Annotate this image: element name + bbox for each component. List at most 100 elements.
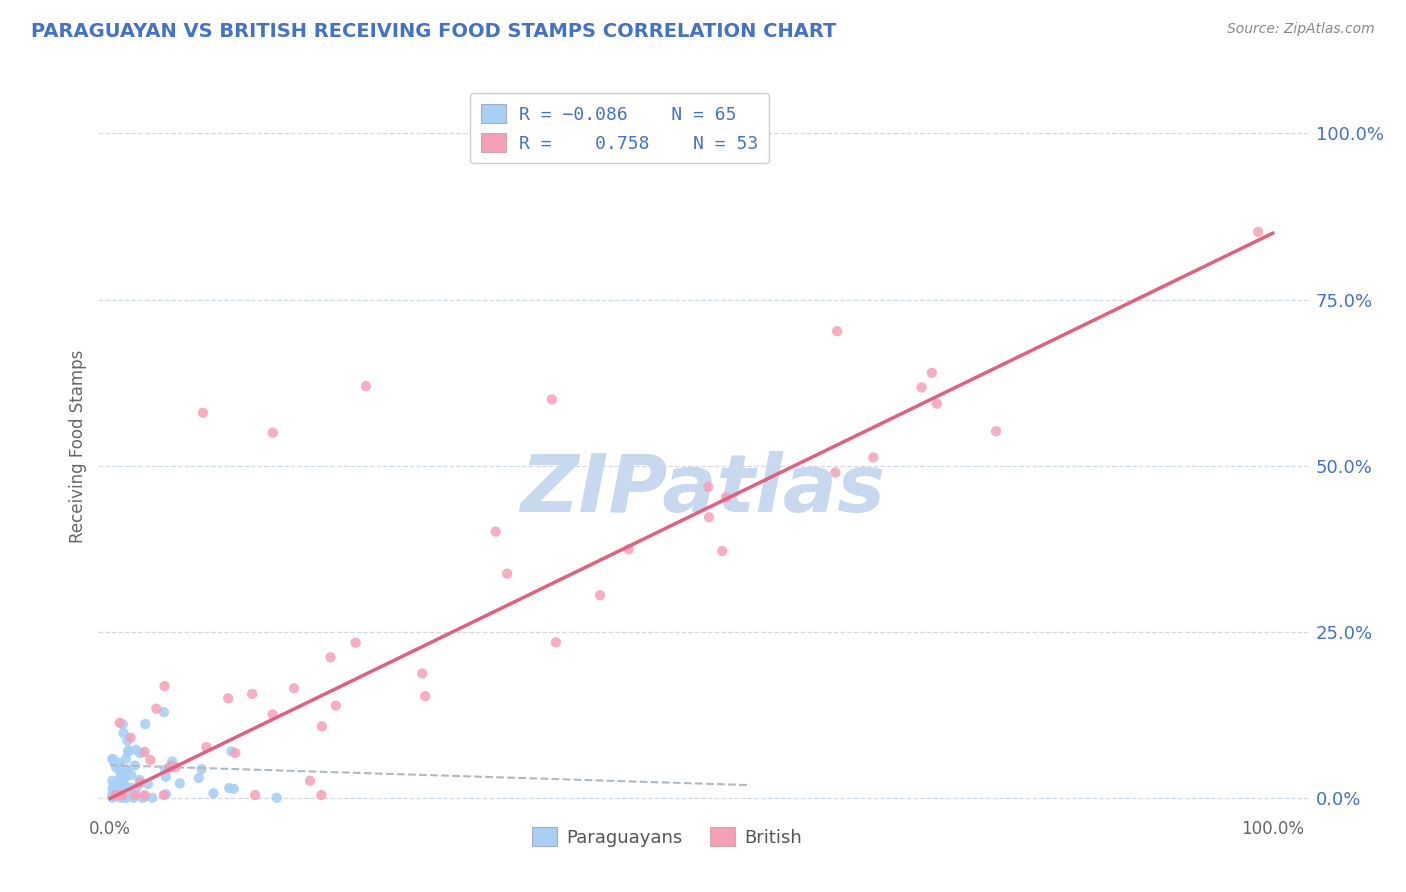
Point [825,324,848,338]
Point [111,776,134,790]
Point [117,745,139,759]
Point [115,769,138,783]
Point [153,705,176,719]
Point [110,767,132,781]
Text: PARAGUAYAN VS BRITISH RECEIVING FOOD STAMPS CORRELATION CHART: PARAGUAYAN VS BRITISH RECEIVING FOOD STA… [31,22,837,41]
Point [153,763,176,777]
Point [411,666,433,681]
Point [240,687,263,701]
Point [107,775,129,789]
Point [120,768,142,782]
Point [617,542,640,557]
Point [1247,225,1270,239]
Point [115,790,138,805]
Point [122,790,145,805]
Point [110,770,132,784]
Point [114,790,136,805]
Point [496,566,519,581]
Point [862,450,884,465]
Point [283,681,305,696]
Point [540,392,562,407]
Point [112,726,135,740]
Point [262,707,284,722]
Point [117,764,139,778]
Point [129,775,152,789]
Point [108,760,131,774]
Point [117,743,139,757]
Point [224,746,246,760]
Point [108,715,131,730]
Point [105,761,128,775]
Point [103,753,125,767]
Point [354,379,377,393]
Point [101,788,124,802]
Point [325,698,347,713]
Point [105,777,128,791]
Point [112,763,135,777]
Point [202,786,225,800]
Point [131,746,153,760]
Point [195,740,218,755]
Point [344,636,367,650]
Point [112,772,135,787]
Point [485,524,508,539]
Text: ZIPatlas: ZIPatlas [520,450,886,529]
Point [114,785,136,799]
Text: Source: ZipAtlas.com: Source: ZipAtlas.com [1227,22,1375,37]
Point [697,510,720,524]
Point [218,781,240,796]
Point [217,691,239,706]
Point [108,762,131,776]
Point [129,746,152,760]
Point [125,780,148,795]
Point [714,491,737,505]
Point [101,752,124,766]
Point [101,790,124,805]
Point [134,745,156,759]
Point [319,650,342,665]
Point [124,788,146,802]
Point [413,690,436,704]
Point [124,758,146,772]
Point [111,717,134,731]
Point [153,679,176,693]
Point [134,788,156,802]
Point [921,366,943,380]
Point [190,762,212,776]
Point [128,772,150,787]
Point [191,406,214,420]
Point [104,780,127,794]
Point [104,788,127,802]
Point [104,788,127,802]
Point [125,743,148,757]
Point [984,424,1007,438]
Point [589,588,612,602]
Point [107,779,129,793]
Point [101,781,124,796]
Point [117,733,139,747]
Point [104,789,127,804]
Point [108,756,131,770]
Point [145,701,167,715]
Point [311,719,333,733]
Point [120,731,142,745]
Point [115,763,138,777]
Point [711,544,734,558]
Point [266,790,288,805]
Point [910,380,932,394]
Point [104,780,127,794]
Point [101,773,124,788]
Point [925,397,948,411]
Legend: Paraguayans, British: Paraguayans, British [524,820,808,854]
Point [162,755,184,769]
Point [169,776,191,790]
Point [132,789,155,804]
Point [243,788,266,802]
Point [111,783,134,797]
Point [544,635,567,649]
Point [114,752,136,766]
Point [221,744,243,758]
Point [110,788,132,802]
Point [299,773,322,788]
Point [136,777,159,791]
